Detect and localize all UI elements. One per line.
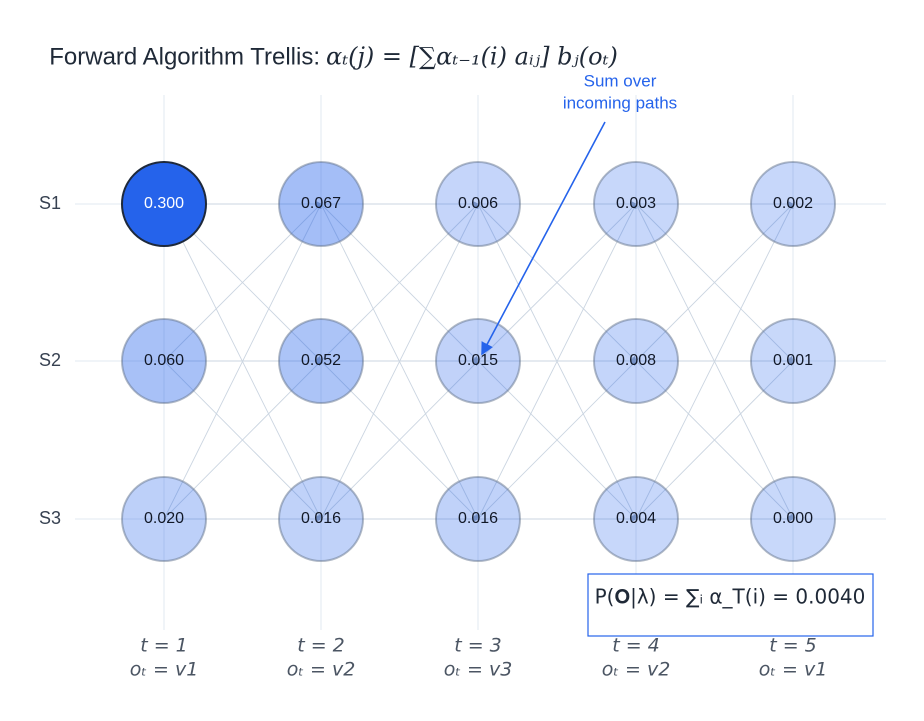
trellis-node	[278, 318, 364, 404]
trellis-node	[435, 161, 521, 247]
node-value: 0.052	[301, 352, 341, 369]
node-value: 0.015	[458, 352, 498, 369]
trellis-node	[121, 476, 207, 562]
trellis-node	[278, 476, 364, 562]
transition-edge	[320, 203, 479, 520]
transition-edge	[477, 203, 637, 362]
state-label: S1	[39, 193, 61, 213]
transition-edge	[320, 360, 479, 520]
node-value: 0.067	[301, 195, 341, 212]
node-value: 0.016	[301, 510, 341, 527]
trellis-node	[278, 161, 364, 247]
node-value: 0.060	[144, 352, 184, 369]
node-value: 0.300	[144, 195, 184, 212]
title-formula: αₜ(j) = [∑αₜ₋₁(i) aᵢⱼ] bⱼ(oₜ)	[326, 43, 618, 71]
trellis-node	[750, 161, 836, 247]
trellis-node	[593, 476, 679, 562]
trellis-node	[593, 318, 679, 404]
trellis-node	[121, 318, 207, 404]
time-label: t = 5	[769, 635, 817, 657]
time-label: t = 4	[612, 635, 660, 657]
trellis-node	[121, 161, 207, 247]
state-label: S3	[39, 508, 61, 528]
transition-edge	[635, 203, 794, 520]
transition-edge	[635, 203, 794, 362]
title: Forward Algorithm Trellis:	[49, 43, 320, 70]
transition-edge	[320, 203, 479, 362]
trellis-node	[435, 476, 521, 562]
trellis-node	[750, 318, 836, 404]
observation-label: oₜ = v1	[130, 659, 199, 681]
node-value: 0.016	[458, 510, 498, 527]
transition-edge	[163, 203, 322, 520]
node-value: 0.008	[616, 352, 656, 369]
node-value: 0.003	[616, 195, 656, 212]
result-box	[587, 573, 874, 637]
transition-edge	[163, 360, 322, 520]
transition-edge	[635, 360, 794, 520]
annotation: Sum over	[584, 71, 657, 90]
observation-label: oₜ = v2	[602, 659, 671, 681]
annotation-arrow	[481, 121, 606, 356]
node-value: 0.020	[144, 510, 184, 527]
state-label: S2	[39, 350, 61, 370]
trellis-node	[593, 161, 679, 247]
result: P(𝐎|λ) = ∑ᵢ α_T(i) = 0.0040	[595, 585, 866, 609]
node-value: 0.001	[773, 352, 813, 369]
observation-label: oₜ = v2	[287, 659, 356, 681]
node-value: 0.000	[773, 510, 813, 527]
node-value: 0.004	[616, 510, 656, 527]
annotation: incoming paths	[563, 93, 677, 112]
trellis-node	[435, 318, 521, 404]
transition-edge	[163, 203, 322, 362]
observation-label: oₜ = v3	[444, 659, 513, 681]
observation-label: oₜ = v1	[759, 659, 828, 681]
trellis-node	[750, 476, 836, 562]
transition-edge	[477, 203, 637, 520]
node-value: 0.002	[773, 195, 813, 212]
time-label: t = 3	[454, 635, 502, 657]
time-label: t = 2	[297, 635, 345, 657]
transition-edge	[477, 360, 637, 520]
time-label: t = 1	[140, 635, 188, 657]
node-value: 0.006	[458, 195, 498, 212]
